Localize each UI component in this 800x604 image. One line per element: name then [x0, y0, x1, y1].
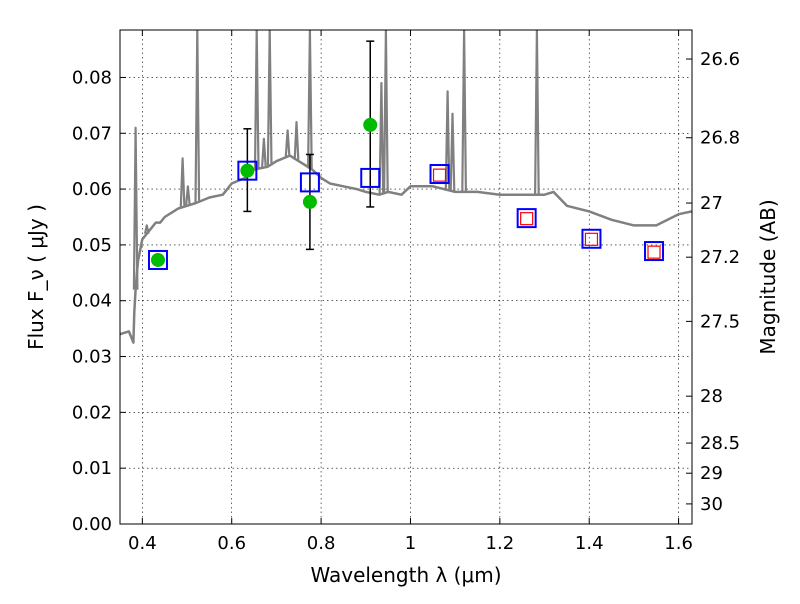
emission-spike: [132, 126, 139, 290]
model-square-small: [647, 245, 661, 259]
x-tick-label: 0.6: [217, 533, 246, 554]
emission-spike: [444, 90, 451, 191]
y-axis-label: Flux F_ν ( μJy ): [24, 204, 48, 350]
right-tick-label: 27: [700, 193, 723, 214]
y-tick-label: 0.07: [72, 123, 112, 144]
x-tick-label: 1.2: [486, 533, 515, 554]
observed-point: [150, 252, 165, 267]
model-square: [516, 208, 537, 229]
x-tick-label: 1: [405, 533, 416, 554]
y-tick-label: 0.01: [72, 458, 112, 479]
model-square: [429, 164, 450, 185]
axes: 0.4 0.6 0.8 1 1.2 1.4 1.6 0.00 0.01 0.02 0.03 0.04 0…: [72, 30, 740, 554]
observed-point: [240, 163, 255, 178]
model-square-small: [432, 168, 447, 182]
model-square: [644, 241, 665, 262]
right-tick-label: 28: [700, 386, 723, 407]
emission-spike: [143, 224, 150, 234]
y-tick-label: 0.05: [72, 235, 112, 256]
model-square-small: [584, 232, 599, 246]
emission-spike: [185, 185, 191, 206]
emission-spike: [534, 30, 540, 195]
emission-spike: [307, 30, 313, 169]
emission-spike: [383, 30, 389, 193]
model-square: [360, 167, 381, 188]
emission-spike: [179, 157, 186, 208]
y-tick-label: 0.06: [72, 179, 112, 200]
spectrum: [120, 30, 692, 344]
right-tick-label: 30: [700, 494, 723, 515]
right-tick-label: 29: [700, 463, 723, 484]
right-tick-label: 27.5: [700, 311, 740, 332]
emission-spike: [293, 121, 300, 160]
data-points: [147, 40, 665, 270]
right-tick-label: 28.5: [700, 433, 740, 454]
observed-point: [363, 117, 378, 132]
model-square: [299, 172, 320, 193]
y-tick-label: 0.03: [72, 347, 112, 368]
y-tick-label: 0.08: [72, 67, 112, 88]
observed-point: [302, 194, 317, 209]
spectrum-line: [120, 154, 692, 344]
emission-spike: [284, 129, 291, 157]
emission-spike: [378, 81, 385, 195]
model-square: [147, 249, 168, 270]
model-square: [581, 228, 602, 249]
right-tick-label: 26.8: [700, 128, 740, 149]
y-tick-label: 0.00: [72, 514, 112, 535]
right-axis-label: Magnitude (AB): [756, 199, 780, 354]
model-square: [237, 160, 258, 181]
emission-spike: [253, 30, 260, 170]
right-tick-label: 26.6: [700, 49, 740, 70]
x-tick-label: 1.6: [664, 533, 693, 554]
x-tick-label: 0.8: [307, 533, 336, 554]
x-tick-label: 0.4: [128, 533, 157, 554]
emission-spike: [449, 112, 456, 192]
x-axis-label: Wavelength λ (μm): [310, 563, 501, 587]
y-tick-label: 0.04: [72, 291, 112, 312]
grid: [120, 30, 692, 525]
model-square-small: [520, 212, 534, 226]
emission-spike: [266, 30, 273, 166]
plot-frame: [119, 29, 693, 525]
x-tick-label: 1.4: [575, 533, 604, 554]
emission-spike: [261, 137, 267, 168]
emission-spike: [461, 30, 467, 192]
emission-spike: [194, 30, 201, 203]
right-tick-label: 27.2: [700, 247, 740, 268]
y-tick-label: 0.02: [72, 402, 112, 423]
